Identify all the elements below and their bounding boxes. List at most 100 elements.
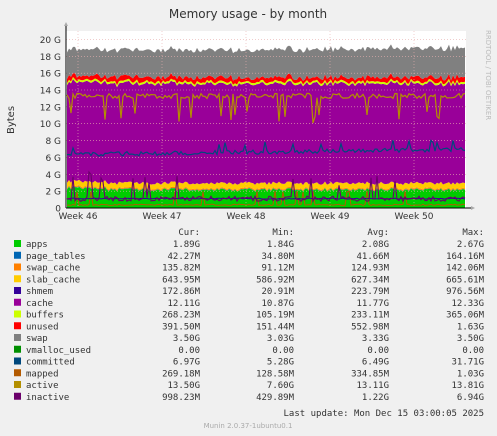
y-tick-label: 8 G [45,137,61,147]
area-swap_cache [67,184,465,192]
legend-header-avg: Avg: [367,228,389,238]
area-unused [67,73,465,86]
legend-max-active: 13.81G [451,381,484,391]
y-tick-label: 12 G [40,103,61,113]
legend-name-committed: committed [26,358,75,368]
legend-swatch-slab_cache [14,275,21,283]
x-tick-label: Week 46 [59,212,98,222]
legend-swatch-active [14,381,21,388]
area-slab_cache [67,179,465,191]
legend-avg-buffers: 233.11M [351,311,390,321]
legend-cur-active: 13.50G [167,381,200,391]
legend-swatch-buffers [14,310,21,318]
area-buffers [67,77,465,88]
legend-header-min: Min: [272,228,294,238]
line-committed [66,138,466,157]
rrdtool-credit: RRDTOOL / TOBI OETIKER [484,30,492,120]
legend-avg-committed: 6.49G [362,358,389,368]
legend-header-max: Max: [462,228,484,238]
legend-name-active: active [26,381,59,391]
legend-min-active: 7.60G [267,381,294,391]
legend-swatch-unused [14,322,21,330]
last-update: Last update: Mon Dec 15 03:00:05 2025 [284,409,484,419]
legend-max-cache: 12.33G [451,299,484,309]
y-axis-arrow [64,22,68,26]
legend-avg-cache: 11.77G [356,299,389,309]
legend-cur-swap: 3.50G [173,334,200,344]
line-inactive [66,170,466,203]
legend-avg-active: 13.11G [356,381,389,391]
legend-max-buffers: 365.06M [446,311,485,321]
legend-name-slab_cache: slab_cache [26,275,80,285]
legend-name-inactive: inactive [26,393,69,403]
legend-min-vmalloc_used: 0.00 [272,346,294,356]
chart-title: Memory usage - by month [169,7,327,21]
legend-swatch-page_tables [14,251,21,259]
legend-swatch-cache [14,298,21,306]
legend-name-mapped: mapped [26,369,59,379]
legend-name-page_tables: page_tables [26,252,86,262]
line-mapped [67,190,466,207]
footer-version: Munin 2.0.37-1ubuntu0.1 [204,422,293,430]
x-tick-label: Week 48 [227,212,266,222]
legend-min-page_tables: 34.80M [261,252,294,262]
legend-avg-page_tables: 41.66M [356,252,389,262]
legend-min-mapped: 128.58M [256,369,295,379]
legend-avg-swap: 3.33G [362,334,389,344]
legend-cur-page_tables: 42.27M [167,252,200,262]
legend-name-shmem: shmem [26,287,53,297]
legend-swatch-shmem [14,287,21,294]
legend-max-slab_cache: 665.61M [446,275,485,285]
y-tick-label: 20 G [40,36,61,46]
legend-swatch-vmalloc_used [14,345,21,353]
x-tick-label: Week 47 [143,212,182,222]
x-tick-labels: Week 46 Week 47 Week 48 Week 49 Week 50 [59,212,434,222]
legend-max-inactive: 6.94G [457,393,484,403]
legend-cur-swap_cache: 135.82M [162,264,201,274]
legend-name-unused: unused [26,322,59,332]
x-axis-arrow [471,206,475,210]
legend-min-slab_cache: 586.92M [256,275,295,285]
legend-cur-shmem: 172.86M [162,287,201,297]
legend-header-cur: Cur: [178,228,200,238]
legend-cur-committed: 6.97G [173,358,200,368]
series-lines [66,91,466,207]
legend-cur-buffers: 268.23M [162,311,201,321]
y-axis-label: Bytes [6,106,17,134]
legend-cur-inactive: 998.23M [162,393,201,403]
x-tick-label: Week 49 [311,212,350,222]
legend-min-shmem: 20.91M [261,287,294,297]
legend-min-inactive: 429.89M [256,393,295,403]
legend-max-shmem: 976.56M [446,287,485,297]
legend-cur-apps: 1.89G [173,240,200,250]
legend-avg-vmalloc_used: 0.00 [367,346,389,356]
y-tick-label: 18 G [40,53,61,63]
legend-name-swap_cache: swap_cache [26,264,80,274]
legend-min-swap_cache: 91.12M [261,264,294,274]
stacked-areas [67,44,465,208]
legend-avg-unused: 552.98M [351,322,390,332]
legend-swatch-mapped [14,369,21,377]
legend-name-buffers: buffers [26,311,64,321]
y-tick-label: 4 G [45,171,61,181]
legend-name-cache: cache [26,299,53,309]
legend-min-buffers: 105.19M [256,311,295,321]
legend-avg-mapped: 334.85M [351,369,390,379]
y-tick-label: 16 G [40,70,61,80]
legend-max-swap_cache: 142.06M [446,264,485,274]
y-tick-label: 2 G [45,188,61,198]
legend-avg-swap_cache: 124.93M [351,264,390,274]
grid-lines [66,31,466,208]
legend-max-page_tables: 164.16M [446,252,485,262]
legend-swatch-swap [14,334,21,341]
legend-min-unused: 151.44M [256,322,295,332]
legend-cur-mapped: 269.18M [162,369,201,379]
legend-swatch-committed [14,357,21,365]
legend-min-apps: 1.84G [267,240,294,250]
x-tick-label: Week 50 [395,212,434,222]
legend-avg-shmem: 223.79M [351,287,390,297]
legend-cur-slab_cache: 643.95M [162,275,201,285]
legend-max-swap: 3.50G [457,334,484,344]
y-tick-label: 6 G [45,154,61,164]
